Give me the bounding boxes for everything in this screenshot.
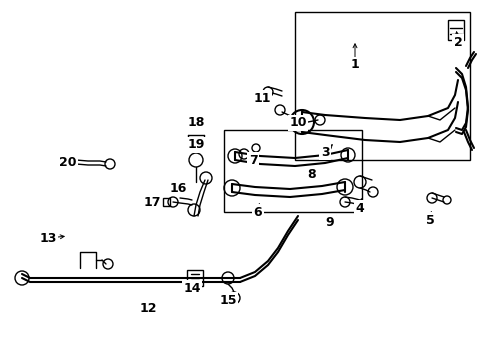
Text: 17: 17 [143,195,161,208]
Text: 9: 9 [325,216,334,229]
Text: 20: 20 [59,156,77,168]
Text: 10: 10 [289,117,306,130]
Text: 19: 19 [187,139,204,152]
Text: 12: 12 [139,302,157,315]
Text: 15: 15 [219,293,236,306]
Text: 3: 3 [320,145,328,158]
Text: 6: 6 [253,206,262,219]
Text: 7: 7 [248,153,257,166]
Text: 18: 18 [187,116,204,129]
Text: 1: 1 [350,58,359,72]
Bar [447,20,463,40]
Text: 16: 16 [169,181,186,194]
Text: 14: 14 [183,282,201,294]
Text: 4: 4 [355,202,364,215]
Bar [186,270,203,286]
Text: 13: 13 [39,231,57,244]
Text: 11: 11 [253,91,270,104]
Text: 8: 8 [307,168,316,181]
Text: 2: 2 [453,36,462,49]
Text: 5: 5 [425,213,433,226]
